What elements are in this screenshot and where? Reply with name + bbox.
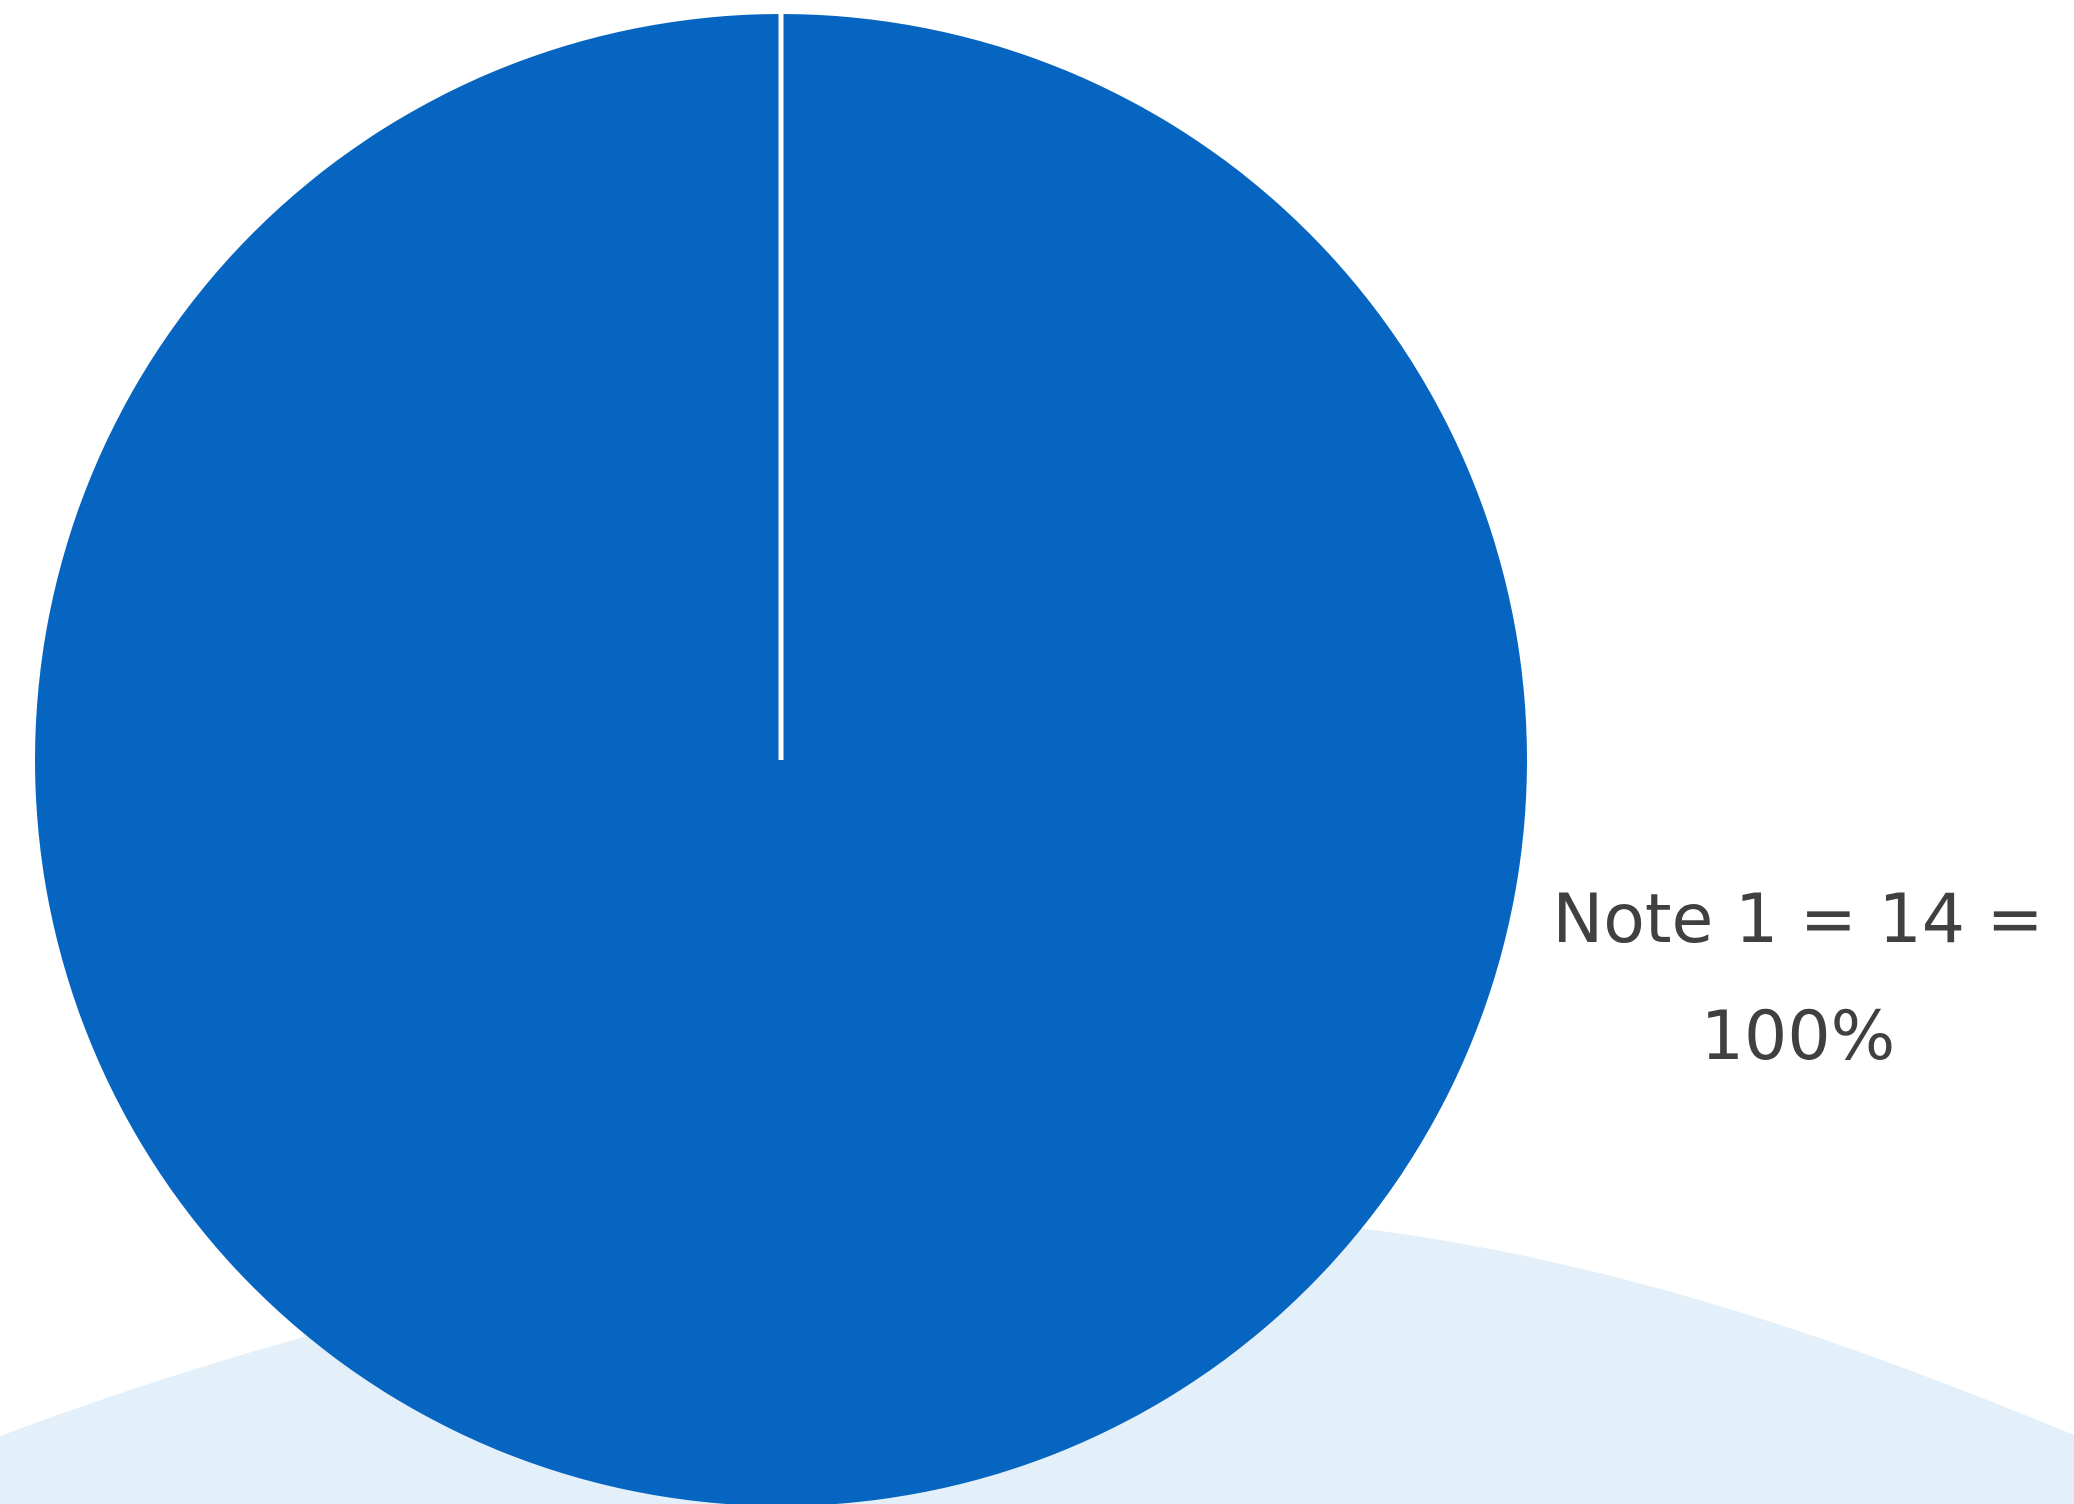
slice-label-line-1: Note 1 = 14 = [1552,880,2043,959]
slice-labels: Note 1 = 14 = 100% [1552,880,2043,1076]
slice-label-1: Note 1 = 14 = 100% [1552,880,2043,1076]
slice-label-line-2: 100% [1701,997,1895,1076]
